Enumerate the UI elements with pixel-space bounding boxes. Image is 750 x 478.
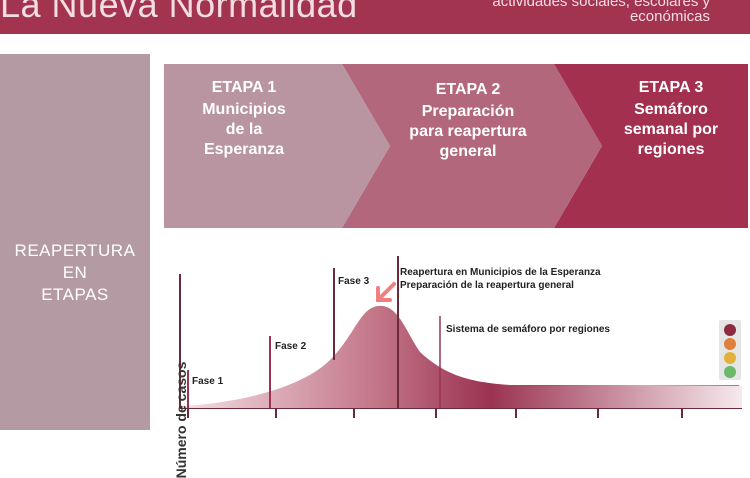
light-red-icon (724, 324, 736, 336)
stage-3-chevron (554, 64, 748, 228)
header-banner: La Nueva Normalidad actividades sociales… (0, 0, 750, 34)
side-label-line: ETAPAS (41, 285, 109, 304)
light-yellow-icon (724, 352, 736, 364)
peak-arrow (376, 282, 396, 302)
stage-1-chevron (164, 64, 390, 228)
municipios-annotation: Reapertura en Municipios de la Esperanza… (400, 266, 601, 292)
side-label-line: REAPERTURA (14, 241, 136, 260)
side-label: REAPERTURA EN ETAPAS (0, 240, 150, 306)
stage-1-desc-line: Municipios (202, 101, 286, 118)
stage-3-desc-line: Semáforo (634, 101, 708, 118)
annotation-line: Reapertura en Municipios de la Esperanza (400, 267, 601, 278)
phase-2-label: Fase 2 (275, 341, 307, 352)
stage-2-desc-line: general (439, 143, 497, 160)
light-green-icon (724, 366, 736, 378)
stage-1-title: ETAPA 1 (211, 79, 277, 96)
annotation-line: Preparación de la reapertura general (400, 280, 574, 291)
stage-3: ETAPA 3 Semáforo semanal por regiones (594, 78, 748, 160)
stage-3-desc-line: semanal por (623, 121, 719, 138)
header-subtitle: actividades sociales, escolares y económ… (492, 0, 710, 25)
light-orange-icon (724, 338, 736, 350)
x-ticks (187, 408, 683, 418)
stage-1-desc-line: de la (225, 121, 263, 138)
stage-2: ETAPA 2 Preparación para reapertura gene… (370, 80, 566, 162)
epidemic-curve (182, 305, 742, 408)
semaforo-annotation: Sistema de semáforo por regiones (446, 324, 610, 335)
stage-2-desc-line: Preparación (421, 103, 515, 120)
stage-2-desc-line: para reapertura (409, 123, 527, 140)
stage-1: ETAPA 1 Municipios de la Esperanza (164, 78, 324, 160)
phase-3-label: Fase 3 (338, 276, 370, 287)
stage-2-chevron (342, 64, 602, 228)
stages-chevrons (164, 64, 748, 228)
stages-diagram: ETAPA 1 Municipios de la Esperanza ETAPA… (164, 64, 748, 228)
stage-3-desc-line: regiones (637, 141, 705, 158)
phase-1-label: Fase 1 (192, 376, 224, 387)
curve-svg (179, 256, 742, 418)
stage-3-title: ETAPA 3 (638, 79, 704, 96)
stage-1-desc-line: Esperanza (203, 141, 285, 158)
header-title: La Nueva Normalidad (0, 0, 358, 25)
epidemic-curve-chart: Número de casos Fase 1 Fase 2 Fase 3 Rea… (150, 240, 750, 478)
y-axis-label: Número de casos (173, 361, 189, 478)
traffic-light (719, 320, 741, 380)
stage-2-title: ETAPA 2 (435, 81, 501, 98)
side-panel: REAPERTURA EN ETAPAS (0, 54, 150, 430)
side-label-line: EN (62, 263, 88, 282)
